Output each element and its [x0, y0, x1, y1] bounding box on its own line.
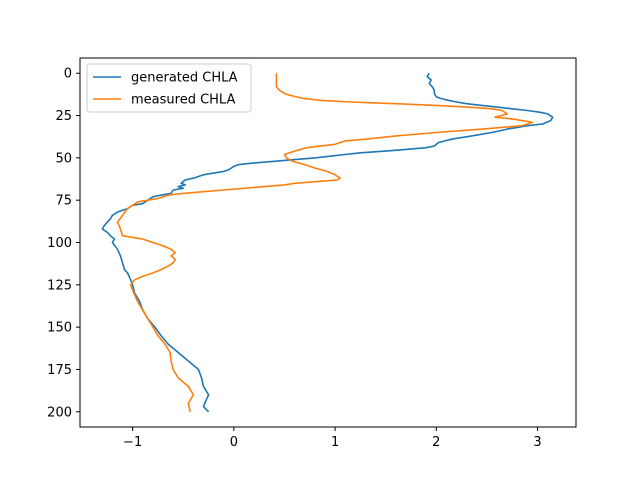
- series-line-0: [101, 72, 554, 413]
- y-axis: 0 25 50 75 100 125 150 175 200: [47, 67, 80, 420]
- legend-label-0: generated CHLA: [131, 71, 238, 86]
- y-tick-label-0: 0: [64, 67, 72, 82]
- series-line-1: [116, 73, 534, 412]
- y-tick-label-8: 200: [47, 405, 72, 420]
- x-tick-label-2: 1: [331, 435, 339, 450]
- y-tick-label-2: 50: [55, 151, 72, 166]
- y-tick-label-1: 25: [55, 109, 72, 124]
- x-tick-label-0: −1: [123, 435, 142, 450]
- y-tick-label-4: 100: [47, 236, 72, 251]
- x-axis: −1 0 1 2 3: [123, 427, 542, 450]
- x-tick-label-4: 3: [533, 435, 541, 450]
- series-layer: [101, 72, 554, 413]
- y-tick-label-7: 175: [47, 363, 72, 378]
- x-tick-label-3: 2: [432, 435, 440, 450]
- legend-box: [86, 63, 252, 113]
- y-tick-label-3: 75: [55, 194, 72, 209]
- legend-label-1: measured CHLA: [131, 93, 235, 108]
- y-tick-label-6: 150: [47, 321, 72, 336]
- x-tick-label-1: 0: [230, 435, 238, 450]
- legend: generated CHLA measured CHLA: [86, 63, 252, 113]
- y-tick-label-5: 125: [47, 278, 72, 293]
